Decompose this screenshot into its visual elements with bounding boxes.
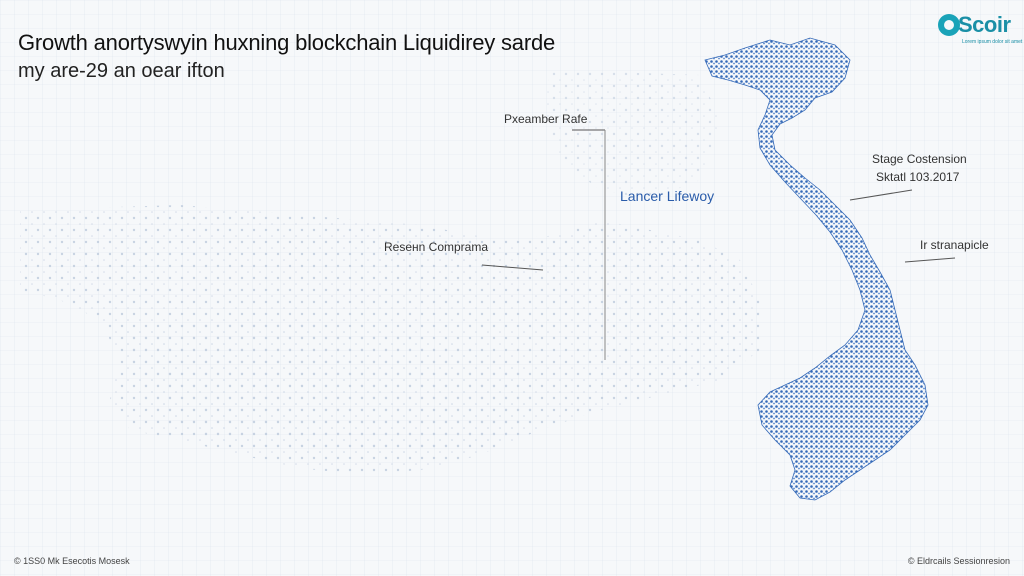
- footer-right-credit: © Eldrcails Sessionresion: [907, 556, 1010, 566]
- faint-region-west: [20, 70, 760, 475]
- logo-text: Scoir: [958, 12, 1011, 37]
- callout-stage-costension-value: Sktatl 103.2017: [876, 170, 960, 184]
- highlighted-country: [704, 37, 929, 501]
- map-title: Growth anortyswyin huxning blockchain Li…: [18, 30, 556, 55]
- brand-logo: Scoir Lorem ipsum dolor sit amet: [938, 12, 1022, 48]
- callout-ir-stranapicle: Ir stranapicle: [920, 238, 989, 252]
- map-subtitle: my are-29 an oear ifton: [18, 60, 225, 82]
- callout-resenn-comprama: Reseнn Comprama: [384, 240, 488, 254]
- callout-lancer-lifeway: Lancer Lifewoy: [620, 188, 715, 204]
- leader-line-resenn: [481, 264, 544, 271]
- callout-stage-costension: Stage Costension: [872, 152, 967, 166]
- leader-line-ir: [904, 257, 956, 263]
- logo-circle-icon: [938, 14, 960, 36]
- logo-tagline: Lorem ipsum dolor sit amet: [962, 39, 1023, 45]
- footer-left-credit: © 1SS0 Mk Esecotis Mosesk: [14, 556, 130, 566]
- callout-parameter-rate: Pxeamber Rafe: [504, 112, 588, 126]
- leader-line-stage: [849, 189, 913, 201]
